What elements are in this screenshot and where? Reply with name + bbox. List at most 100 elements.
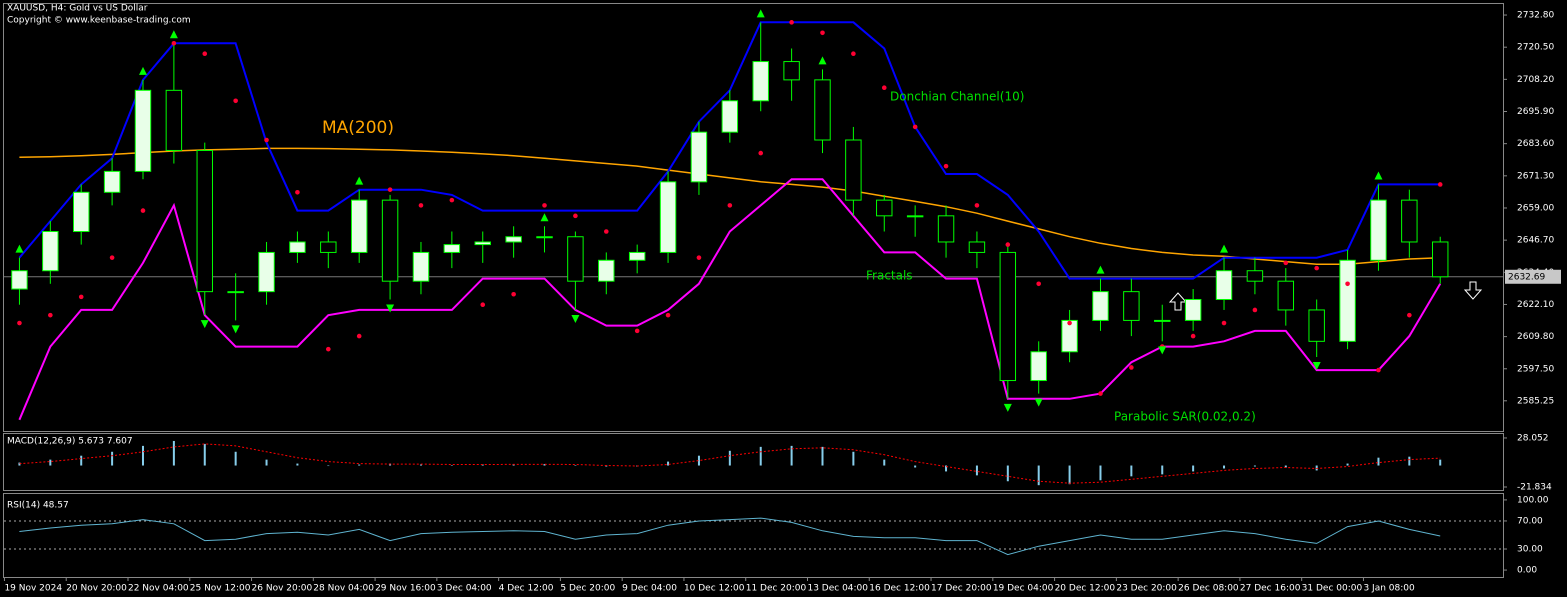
copyright: Copyright © www.keenbase-trading.com [7, 16, 191, 26]
macd-bar [821, 446, 824, 466]
macd-bar [419, 464, 422, 466]
sar-dot [1345, 281, 1350, 287]
x-tick-label: 17 Dec 20:00 [931, 584, 992, 594]
sar-dot [387, 187, 393, 192]
macd-bar [1192, 465, 1195, 472]
fractal-up [1374, 171, 1383, 180]
fractal-down [200, 320, 209, 329]
macd-bar [1439, 459, 1442, 466]
sar-dot [789, 20, 794, 25]
fractal-down [1158, 346, 1167, 355]
fractal-up [169, 30, 178, 39]
y-tick-label: 70.00 [1517, 516, 1543, 526]
fractal-down [571, 314, 580, 323]
y-tick-label: 2695.90 [1517, 107, 1554, 117]
rsi-panel [3, 493, 1504, 578]
sar-label: Parabolic SAR(0.02,0.2) [1114, 410, 1256, 424]
x-tick-label: 28 Nov 04:00 [313, 584, 374, 594]
sar-dot [140, 208, 146, 213]
y-tick-label: 2732.80 [1517, 11, 1554, 21]
macd-bar [1223, 465, 1226, 469]
sar-dot [17, 320, 22, 326]
macd-bar [358, 464, 361, 466]
x-tick-label: 20 Dec 12:00 [1055, 584, 1116, 594]
x-tick-label: 3 Jan 08:00 [1363, 584, 1415, 594]
x-tick-label: 26 Nov 20:00 [252, 584, 313, 594]
candle-body [968, 241, 986, 253]
candle-body [11, 270, 28, 290]
fractal-up [15, 244, 24, 253]
macd-bar [1130, 465, 1133, 477]
x-tick-label: 19 Dec 04:00 [993, 584, 1054, 594]
macd-bar [296, 463, 299, 466]
macd-bar [481, 464, 484, 466]
sar-dot [1221, 320, 1227, 326]
candle-body [165, 89, 183, 151]
x-tick-label: 4 Dec 12:00 [499, 584, 554, 594]
macd-bar [759, 446, 762, 466]
fractal-up [1220, 244, 1229, 253]
candle-body [690, 131, 708, 183]
candle-body [72, 191, 90, 233]
rsi-line [19, 517, 1441, 556]
candle-body [1154, 319, 1171, 322]
candle-body [289, 241, 306, 253]
fractal-up [756, 9, 765, 18]
y-tick-label: 2671.30 [1517, 171, 1554, 181]
macd-bar [883, 459, 886, 466]
macd-bar [80, 455, 83, 466]
candle-body [752, 61, 769, 102]
fractal-down [1003, 403, 1012, 412]
x-tick-label: 5 Dec 20:00 [560, 584, 615, 594]
x-tick-label: 23 Dec 20:00 [1116, 584, 1177, 594]
ma-line [19, 147, 1441, 265]
y-tick-label: 2597.50 [1517, 364, 1554, 374]
y-tick-label: 2708.20 [1517, 75, 1554, 85]
y-tick-label: -21.834 [1517, 482, 1552, 492]
candle-body [1030, 351, 1047, 382]
macd-bar [1315, 465, 1318, 471]
last-price-label: 2632.69 [1508, 272, 1545, 282]
y-tick-label: 2609.80 [1517, 332, 1554, 342]
macd-bar [945, 465, 948, 472]
sar-dot [1437, 182, 1443, 187]
candle-body [412, 251, 430, 282]
candle-body [937, 215, 955, 243]
candle-body [1308, 309, 1325, 342]
y-tick-label: 28.052 [1517, 433, 1549, 443]
candle-body [1277, 280, 1295, 311]
sar-dot [480, 302, 486, 308]
macd-bar [667, 461, 670, 466]
x-tick-label: 26 Dec 08:00 [1178, 584, 1239, 594]
macd-bar [914, 465, 917, 468]
macd-panel [3, 433, 1504, 491]
y-tick-label: 100.00 [1517, 495, 1549, 505]
sar-dot [727, 203, 733, 208]
sar-dot [1036, 281, 1042, 287]
sar-dot [233, 98, 238, 104]
x-tick-label: 31 Dec 00:00 [1302, 584, 1363, 594]
macd-bar [1253, 465, 1256, 467]
candle-body [196, 149, 213, 293]
candle-body [876, 199, 893, 217]
candle-body [845, 139, 862, 201]
candle-body [1184, 298, 1202, 321]
x-tick-label: 16 Dec 12:00 [869, 584, 930, 594]
macd-bar [790, 445, 793, 466]
candle-body [721, 100, 739, 133]
candle-body [628, 251, 646, 261]
sar-dot [603, 229, 609, 234]
y-tick-label: 2720.50 [1517, 43, 1554, 53]
fractal-up [540, 213, 549, 222]
macd-bar [111, 451, 114, 466]
x-tick-label: 13 Dec 04:00 [807, 584, 868, 594]
fractal-up [818, 56, 827, 65]
sar-dot [449, 197, 455, 203]
sar-dot [295, 189, 300, 195]
macd-bar [1006, 465, 1009, 482]
x-tick-label: 10 Dec 12:00 [684, 584, 745, 594]
candle-body [999, 251, 1017, 382]
y-tick-label: 2622.10 [1517, 300, 1554, 310]
